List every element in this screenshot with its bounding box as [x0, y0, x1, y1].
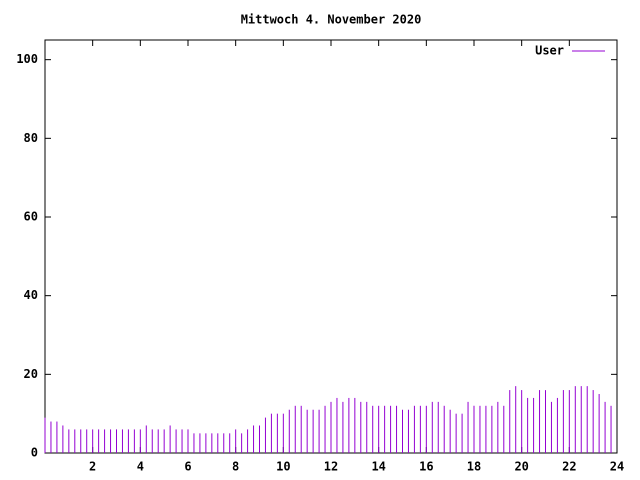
legend-label: User: [535, 44, 564, 58]
chart-title: Mittwoch 4. November 2020: [241, 13, 422, 27]
x-tick-label: 22: [562, 460, 576, 474]
y-tick-label: 40: [24, 288, 38, 302]
x-tick-label: 4: [137, 460, 144, 474]
x-tick-label: 24: [610, 460, 624, 474]
x-tick-label: 10: [276, 460, 290, 474]
x-tick-label: 6: [184, 460, 191, 474]
x-tick-label: 14: [371, 460, 385, 474]
y-tick-label: 60: [24, 210, 38, 224]
y-tick-label: 80: [24, 131, 38, 145]
x-tick-label: 16: [419, 460, 433, 474]
y-tick-label: 100: [16, 52, 38, 66]
x-tick-label: 20: [514, 460, 528, 474]
y-tick-label: 20: [24, 367, 38, 381]
x-tick-label: 8: [232, 460, 239, 474]
y-tick-label: 0: [31, 446, 38, 460]
x-tick-label: 2: [89, 460, 96, 474]
x-tick-label: 18: [467, 460, 481, 474]
x-tick-label: 12: [324, 460, 338, 474]
